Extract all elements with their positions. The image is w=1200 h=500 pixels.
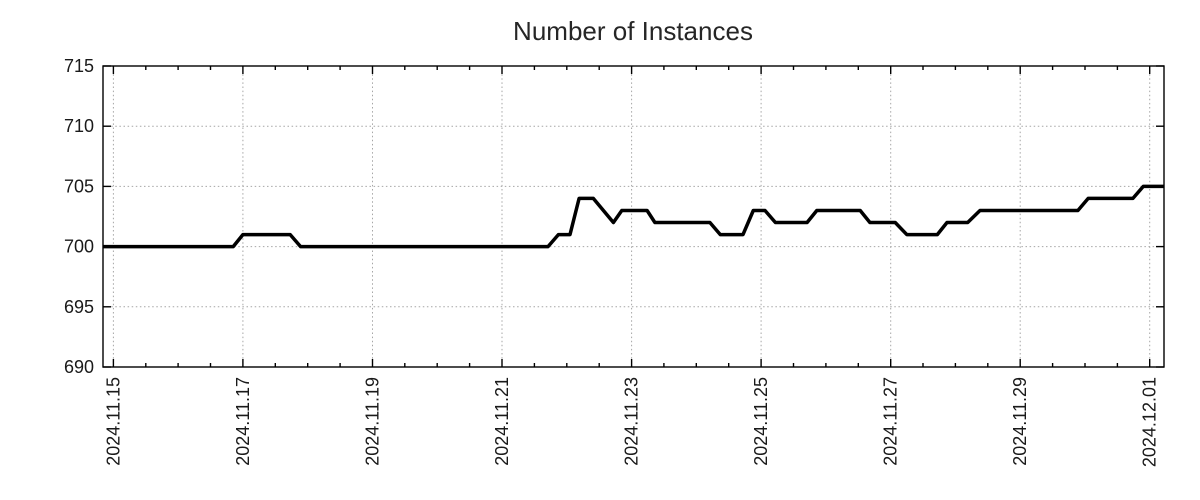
y-tick-label: 705 <box>64 176 94 196</box>
y-tick-label: 695 <box>64 297 94 317</box>
x-tick-label: 2024.11.23 <box>622 377 642 466</box>
plot-border <box>102 65 1165 368</box>
x-tick-label: 2024.11.27 <box>881 377 901 466</box>
x-tick-label: 2024.11.21 <box>492 377 512 466</box>
chart-layer: 690 695 700 705 710 715 2024.11.15 2024.11.17 20… <box>64 56 1165 467</box>
x-tick-label: 2024.12.01 <box>1140 377 1160 467</box>
series-line-instances <box>103 184 1164 249</box>
y-tick-label: 690 <box>64 357 94 377</box>
y-tick-label: 710 <box>64 116 94 136</box>
x-tick-label: 2024.11.19 <box>363 377 383 466</box>
x-tick-label: 2024.11.29 <box>1010 377 1030 466</box>
y-tick-label: 715 <box>64 56 94 76</box>
x-tick-label: 2024.11.15 <box>103 377 123 466</box>
x-tick-label: 2024.11.25 <box>751 377 771 466</box>
chart-title: Number of Instances <box>513 16 753 46</box>
y-tick-label: 700 <box>64 237 94 257</box>
x-tick-label: 2024.11.17 <box>233 377 253 466</box>
